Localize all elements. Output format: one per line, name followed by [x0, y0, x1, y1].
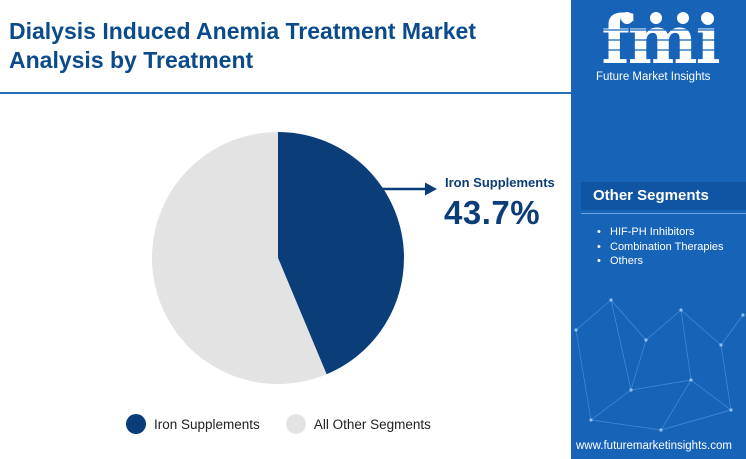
- fmi-logo: fmi: [595, 6, 725, 70]
- other-segments-heading: Other Segments: [581, 182, 746, 210]
- callout-arrow-head: [425, 182, 437, 196]
- chart-title: Dialysis Induced Anemia Treatment Market…: [9, 18, 476, 73]
- legend-swatch-all-other-segments: [285, 414, 306, 434]
- chart-legend: Iron Supplements All Other Segments: [126, 414, 457, 434]
- legend-label-all-other-segments: All Other Segments: [313, 416, 431, 432]
- pie-slice-all-other-segments: [152, 132, 327, 384]
- network-graphic: [574, 298, 745, 432]
- chart-panel: Dialysis Induced Anemia Treatment Market…: [0, 18, 571, 434]
- segment-item: Combination Therapies: [597, 240, 724, 255]
- title-divider: [0, 92, 571, 94]
- brand-tagline: Future Market Insights: [596, 71, 711, 83]
- legend-swatch-iron-supplements: [126, 414, 146, 434]
- callout-label: Iron Supplements: [445, 175, 555, 190]
- other-segments-list: HIF-PH Inhibitors Combination Therapies …: [597, 225, 724, 269]
- pie-slice-iron-supplements: [278, 132, 405, 375]
- legend-item-all-other-segments: All Other Segments: [285, 414, 431, 434]
- segments-divider: [581, 213, 746, 214]
- pie-chart: [152, 132, 437, 384]
- legend-item-iron-supplements: Iron Supplements: [126, 414, 260, 434]
- segment-item: HIF-PH Inhibitors: [597, 225, 724, 240]
- sidebar-panel: fmi Future Market Insights Other Segment…: [571, 0, 746, 459]
- legend-label-iron-supplements: Iron Supplements: [154, 416, 260, 432]
- callout-value: 43.7%: [444, 194, 541, 231]
- website-url: www.futuremarketinsights.com: [576, 440, 732, 452]
- segment-item: Others: [597, 254, 724, 269]
